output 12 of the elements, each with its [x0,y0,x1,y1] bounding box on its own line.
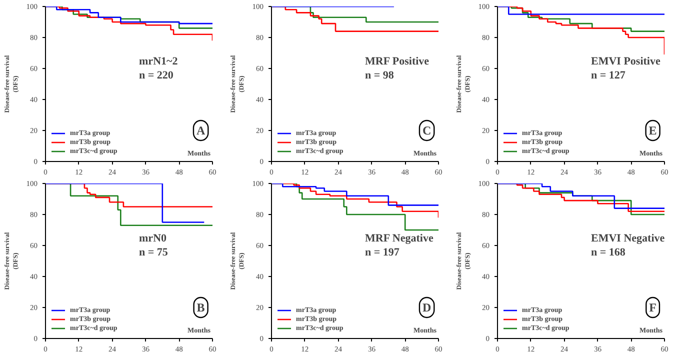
annotation: EMVI Negative n = 168 [591,232,665,259]
annotation: D [422,300,432,314]
annotation: MRF Positive n = 98 [365,55,430,82]
annotation: F [649,300,656,314]
annotation: A [196,124,206,138]
annotation: MRF Negative n = 197 [365,232,434,259]
annotation: EMVI Positive n = 127 [591,55,660,82]
annotation: mrN0 n = 75 [139,232,168,259]
annotation: C [422,124,432,138]
annotation: B [196,300,205,314]
annotation: mrN1~2 n = 220 [139,55,178,82]
annotation: E [648,124,657,138]
